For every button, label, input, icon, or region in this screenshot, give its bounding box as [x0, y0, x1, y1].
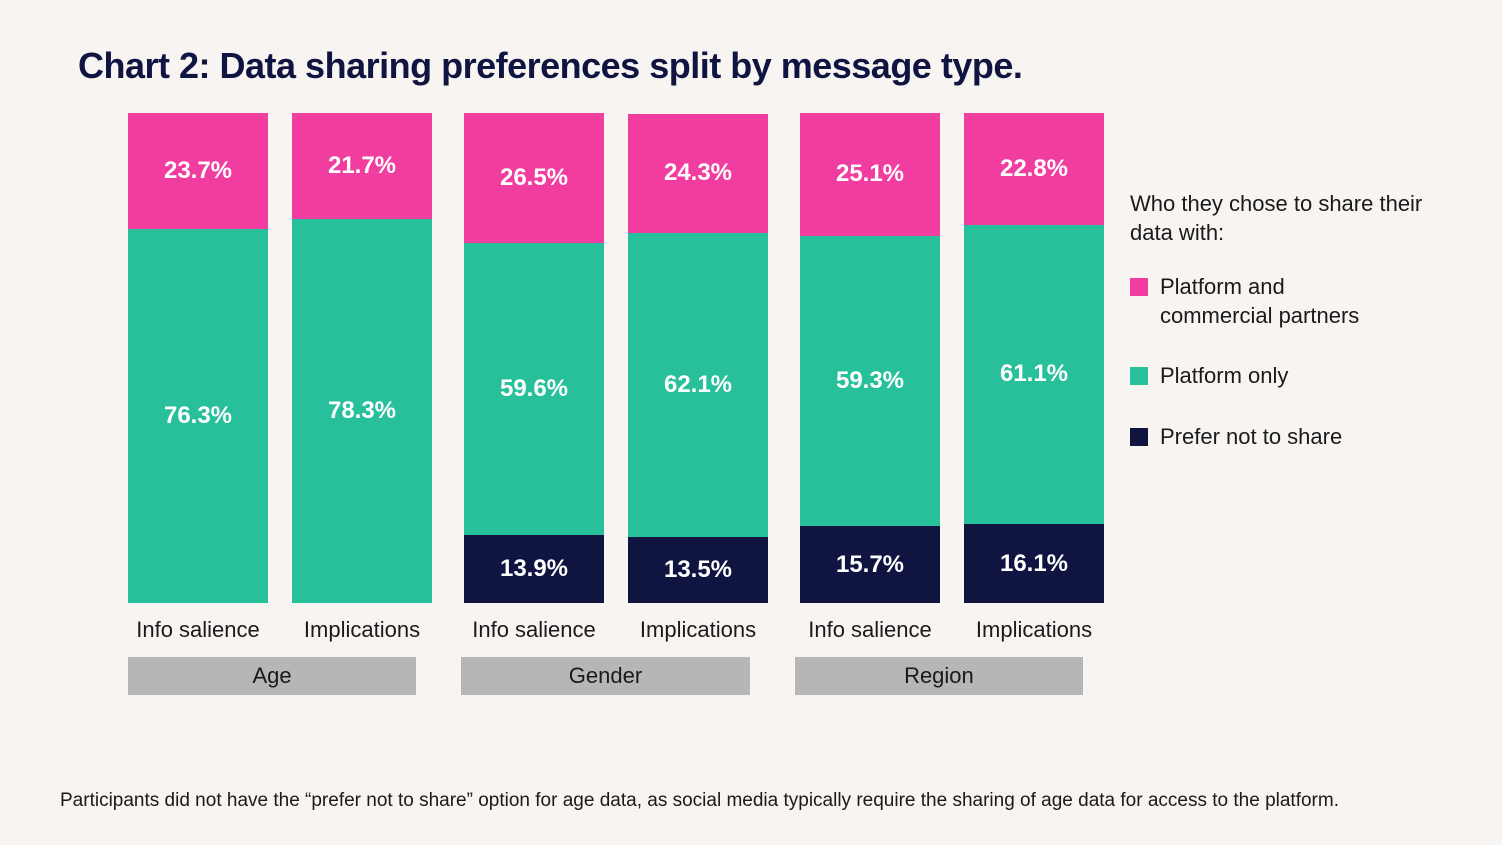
legend-title: Who they chose to share their data with:	[1130, 190, 1450, 247]
group-spacer	[432, 651, 445, 695]
group-label: Age	[128, 657, 416, 695]
bar-segment-platform_and_partners: 24.3%	[628, 114, 768, 233]
bar-label: Info salience	[808, 617, 932, 643]
stacked-bar: 13.9%59.6%26.5%	[464, 113, 604, 603]
bar-segment-platform_and_partners: 23.7%	[128, 113, 268, 229]
bar-segment-platform_only: 76.3%	[128, 229, 268, 603]
bar-column: 13.5%62.1%24.3% Implications	[628, 113, 768, 643]
group-bars: 76.3%23.7% Info salience 78.3%21.7% Implica…	[128, 113, 432, 643]
group-label: Region	[795, 657, 1083, 695]
legend: Who they chose to share their data with:…	[1130, 190, 1450, 484]
chart-area: 76.3%23.7%Info salience78.3%21.7%Implica…	[128, 145, 1083, 695]
bar-segment-prefer_not_to_share: 13.9%	[464, 535, 604, 603]
bar-column: 16.1%61.1%22.8% Implications	[964, 113, 1104, 643]
chart-title: Chart 2: Data sharing preferences split …	[78, 45, 1022, 87]
bar-segment-platform_only: 62.1%	[628, 233, 768, 537]
bar-label: Info salience	[136, 617, 260, 643]
stacked-bar: 13.5%62.1%24.3%	[628, 113, 768, 603]
bar-segment-platform_and_partners: 25.1%	[800, 113, 940, 236]
group-label-row: Age Gender Region	[128, 651, 1083, 695]
bar-column: 76.3%23.7% Info salience	[128, 113, 268, 643]
group-bars: 13.9%59.6%26.5% Info salience 13.5%62.1%24…	[464, 113, 768, 643]
legend-item: Platform only	[1130, 362, 1450, 391]
legend-label: Platform only	[1160, 362, 1288, 391]
bar-segment-platform_only: 61.1%	[964, 225, 1104, 524]
bar-segment-platform_only: 59.6%	[464, 243, 604, 535]
bar-segment-platform_and_partners: 21.7%	[292, 113, 432, 219]
stacked-bar: 16.1%61.1%22.8%	[964, 113, 1104, 603]
bar-label: Info salience	[472, 617, 596, 643]
legend-swatch	[1130, 367, 1148, 385]
bar-segment-platform_and_partners: 22.8%	[964, 113, 1104, 225]
stacked-bar: 78.3%21.7%	[292, 113, 432, 603]
legend-item: Platform and commercial partners	[1130, 273, 1450, 330]
bar-segment-prefer_not_to_share: 15.7%	[800, 526, 940, 603]
bar-label: Implications	[304, 617, 420, 643]
bar-column: 15.7%59.3%25.1% Info salience	[800, 113, 940, 643]
bar-column: 78.3%21.7% Implications	[292, 113, 432, 643]
bar-column: 13.9%59.6%26.5% Info salience	[464, 113, 604, 643]
legend-swatch	[1130, 278, 1148, 296]
group-bars: 15.7%59.3%25.1% Info salience 16.1%61.1%22…	[800, 113, 1104, 643]
group-spacer	[766, 651, 779, 695]
footnote: Participants did not have the “prefer no…	[60, 790, 1339, 812]
bar-segment-platform_only: 78.3%	[292, 219, 432, 603]
bar-label: Implications	[976, 617, 1092, 643]
stacked-bar: 76.3%23.7%	[128, 113, 268, 603]
legend-label: Prefer not to share	[1160, 423, 1342, 452]
bar-segment-prefer_not_to_share: 16.1%	[964, 524, 1104, 603]
group-label: Gender	[461, 657, 749, 695]
legend-swatch	[1130, 428, 1148, 446]
legend-label: Platform and commercial partners	[1160, 273, 1400, 330]
bar-segment-platform_and_partners: 26.5%	[464, 113, 604, 243]
legend-item: Prefer not to share	[1130, 423, 1450, 452]
bar-label: Implications	[640, 617, 756, 643]
bars-row: 76.3%23.7%Info salience78.3%21.7%Implica…	[128, 145, 1083, 643]
bar-segment-platform_only: 59.3%	[800, 236, 940, 526]
stacked-bar: 15.7%59.3%25.1%	[800, 113, 940, 603]
bar-segment-prefer_not_to_share: 13.5%	[628, 537, 768, 603]
